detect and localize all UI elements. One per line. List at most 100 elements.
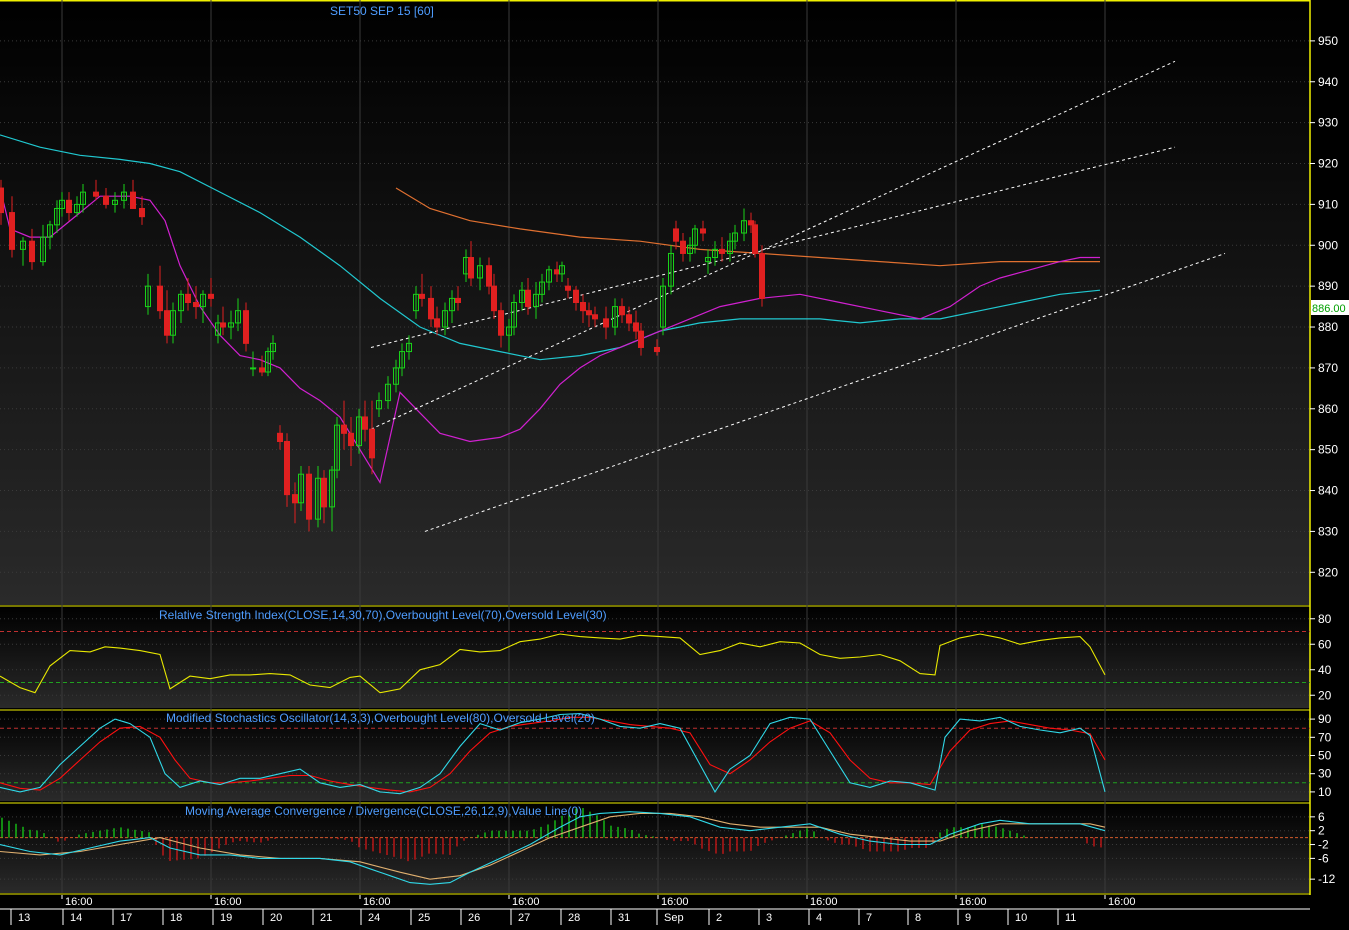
candle-body [215,322,221,336]
candle-body [66,199,72,214]
candle-body [668,252,674,287]
candle-body [40,236,46,263]
macd-axis-tick-label: -12 [1318,872,1336,886]
day-label: 19 [220,912,232,924]
day-label: 3 [766,912,772,924]
hour-label: 16:00 [363,896,391,908]
candle-body [506,326,512,336]
day-label: 18 [170,912,182,924]
candle-body [546,269,552,283]
macd-axis-tick-label: -6 [1318,851,1329,865]
hour-label: 16:00 [661,896,689,908]
candle-body [687,244,693,254]
price-axis-tick-label: 880 [1318,320,1338,334]
candle-body [719,248,725,254]
candle-body [356,416,362,447]
rsi-axis-tick-label: 80 [1318,612,1332,626]
day-label: Sep [664,912,684,924]
candle-body [334,424,340,471]
price-axis-tick-label: 890 [1318,279,1338,293]
price-axis-tick-label: 910 [1318,197,1338,211]
candle-body [654,346,660,353]
hour-label: 16:00 [65,896,93,908]
candle-body [0,187,4,214]
candle-body [449,297,455,312]
day-label: 14 [70,912,82,924]
candle-body [277,432,283,442]
day-label: 9 [965,912,971,924]
candle-body [292,494,298,504]
candle-body [455,297,461,304]
macd-axis-tick-label: -2 [1318,838,1329,852]
candle-body [228,322,234,328]
candle-body [511,302,517,328]
candle-body [362,416,368,430]
time-axis-bg [0,895,1349,925]
price-panel [0,60,1226,532]
candle-body [9,212,15,250]
candle-body [434,318,440,328]
candle-body [112,199,118,205]
hour-label: 16:00 [1108,896,1136,908]
price-axis-tick-label: 870 [1318,361,1338,375]
axes: SET50 SEP 15 [60] Relative Strength Inde… [159,4,1349,886]
candle-body [74,203,80,214]
candle-body [565,285,571,291]
candle-body [705,257,711,263]
candle-body [413,293,419,312]
candle-body [235,310,241,324]
candle-body [442,310,448,328]
price-axis-tick-label: 950 [1318,34,1338,48]
price-axis-tick-label: 820 [1318,565,1338,579]
candle-body [592,314,598,320]
moving-average-mid-line [0,134,1101,361]
candle-body [54,207,60,226]
macd-title: Moving Average Convergence / Divergence(… [185,804,582,818]
rsi-panel [0,631,1310,694]
day-label: 24 [368,912,380,924]
rsi-title: Relative Strength Index(CLOSE,14,30,70),… [159,608,607,622]
day-label: 25 [418,912,430,924]
candle-body [270,342,276,353]
day-label: 4 [816,912,822,924]
stoch-axis-tick-label: 10 [1318,785,1332,799]
day-label: 27 [518,912,530,924]
candle-body [612,306,618,328]
candle-body [259,367,265,373]
candle-body [93,191,99,197]
candle-body [519,289,525,303]
candle-body [47,224,53,238]
price-chart-title: SET50 SEP 15 [60] [330,4,434,18]
price-axis-tick-label: 860 [1318,402,1338,416]
hour-label: 16:00 [810,896,838,908]
price-axis-tick-label: 930 [1318,116,1338,130]
day-label: 7 [866,912,872,924]
rsi-line [0,633,1106,694]
candle-body [477,265,483,279]
time-axis: 16:00 16:00 16:00 16:00 16:00 16:00 16:00 16:00… [0,895,1349,925]
candle-body [376,400,382,410]
rsi-axis-tick-label: 40 [1318,663,1332,677]
candle-body [170,310,176,336]
candle-body [393,367,399,385]
candle-body [700,228,706,234]
candle-body [130,191,136,209]
rsi-axis-tick-label: 20 [1318,688,1332,702]
candle-body [525,289,531,308]
candle-body [20,240,26,250]
candle-body [727,240,733,254]
day-label: 20 [270,912,282,924]
day-label: 2 [716,912,722,924]
candle-body [428,297,434,320]
price-axis-tick-label: 920 [1318,157,1338,171]
price-axis-tick-label: 940 [1318,75,1338,89]
candle-body [265,351,271,373]
day-label: 8 [915,912,921,924]
candle-body [145,285,151,308]
rsi-panel-bg [0,606,1310,708]
macd-panel-bg [0,803,1310,893]
candle-body [315,477,321,520]
candle-body [638,330,644,348]
